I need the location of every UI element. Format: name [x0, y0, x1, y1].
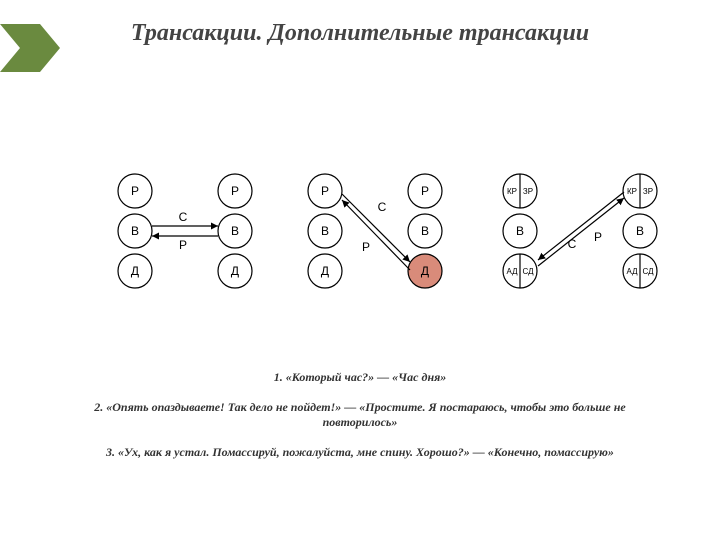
diagram-panel: Р В Д Р В Д С Р	[290, 166, 460, 301]
svg-text:Р: Р	[321, 184, 329, 198]
split-node: КР ЗР	[623, 174, 657, 208]
transaction-arrow	[538, 192, 624, 260]
svg-text:АД: АД	[506, 267, 518, 276]
svg-text:СД: СД	[522, 267, 534, 276]
arrow-label: Р	[594, 230, 602, 244]
svg-text:Д: Д	[231, 264, 239, 278]
svg-text:АД: АД	[626, 267, 638, 276]
caption-line: 3. «Ух, как я устал. Помассируй, пожалуй…	[60, 445, 660, 461]
slide: Трансакции. Дополнительные трансакции Р В…	[0, 0, 720, 540]
svg-text:КР: КР	[507, 187, 517, 196]
split-node: АД СД	[503, 254, 537, 288]
split-node: КР ЗР	[503, 174, 537, 208]
ego-node: Д	[308, 254, 342, 288]
svg-text:В: В	[321, 224, 329, 238]
caption-line: 2. «Опять опаздываете! Так дело не пойде…	[60, 400, 660, 431]
ego-node: В	[308, 214, 342, 248]
ego-node: Р	[408, 174, 442, 208]
svg-text:ЗР: ЗР	[643, 187, 653, 196]
ego-node: Р	[218, 174, 252, 208]
arrow-label: С	[378, 200, 387, 214]
svg-text:В: В	[516, 224, 524, 238]
ego-node: В	[503, 214, 537, 248]
ego-node: В	[218, 214, 252, 248]
svg-text:В: В	[131, 224, 139, 238]
transaction-arrow	[342, 194, 410, 262]
svg-text:Р: Р	[131, 184, 139, 198]
ego-node: В	[623, 214, 657, 248]
arrow-label: С	[179, 210, 188, 224]
arrow-label: Р	[362, 240, 370, 254]
svg-text:Д: Д	[321, 264, 329, 278]
ego-node: Д	[218, 254, 252, 288]
svg-text:В: В	[421, 224, 429, 238]
ego-node: В	[408, 214, 442, 248]
ego-node: Д	[118, 254, 152, 288]
transaction-arrow	[538, 198, 624, 266]
diagram-panel: РВДРВДСР	[100, 166, 270, 301]
ego-node: Д	[408, 254, 442, 288]
slide-title: Трансакции. Дополнительные трансакции	[0, 18, 720, 49]
caption-line: 1. «Который час?» — «Час дня»	[60, 370, 660, 386]
caption-block: 1. «Который час?» — «Час дня» 2. «Опять о…	[60, 370, 660, 474]
svg-text:Д: Д	[131, 264, 139, 278]
svg-text:Р: Р	[421, 184, 429, 198]
ego-node: В	[118, 214, 152, 248]
svg-text:СД: СД	[642, 267, 654, 276]
ego-node: Р	[118, 174, 152, 208]
diagram-row: РВДРВДСРРВДРВДСРКРЗРВАДСДКРЗРВАДСДСР	[100, 166, 680, 316]
split-node: АД СД	[623, 254, 657, 288]
diagram-panel: КР ЗР В АД СД КР ЗР В АД СД С Р	[480, 166, 680, 301]
svg-text:КР: КР	[627, 187, 637, 196]
svg-text:В: В	[231, 224, 239, 238]
svg-text:Д: Д	[421, 264, 429, 278]
arrow-label: Р	[179, 238, 187, 252]
svg-text:Р: Р	[231, 184, 239, 198]
arrow-label: С	[568, 237, 577, 251]
svg-text:ЗР: ЗР	[523, 187, 533, 196]
transaction-arrow	[342, 200, 410, 270]
svg-text:В: В	[636, 224, 644, 238]
ego-node: Р	[308, 174, 342, 208]
